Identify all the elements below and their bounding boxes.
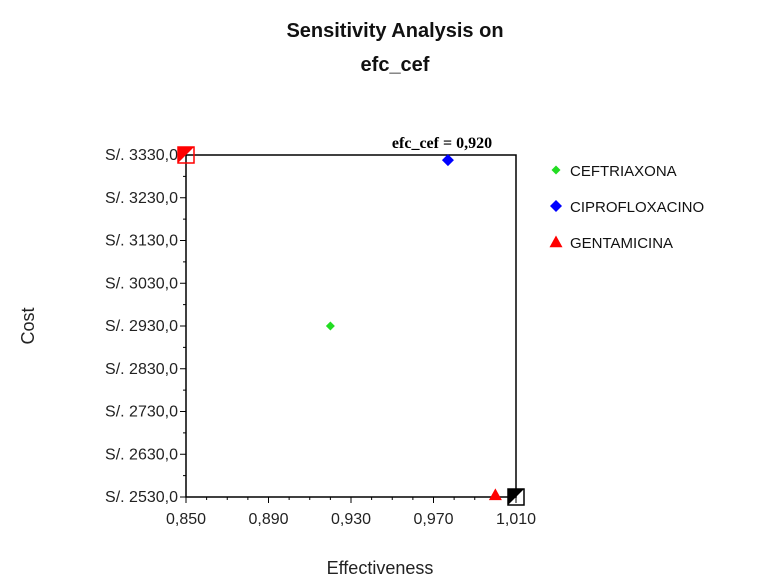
plot-frame <box>185 154 517 498</box>
y-axis-title: Cost <box>18 307 38 344</box>
legend-marker <box>549 235 563 248</box>
legend-marker <box>551 165 561 175</box>
y-tick-label: S/. 2630,0 <box>105 446 178 463</box>
corner-marker-fill <box>178 147 194 163</box>
data-point <box>325 321 335 331</box>
legend-marker <box>550 200 562 212</box>
x-tick-label: 0,970 <box>413 511 453 528</box>
y-tick-label: S/. 2730,0 <box>105 404 178 421</box>
x-tick-label: 0,850 <box>166 511 206 528</box>
y-tick-label: S/. 2930,0 <box>105 318 178 335</box>
y-tick-label: S/. 3030,0 <box>105 275 178 292</box>
corner-marker <box>507 488 525 506</box>
data-point <box>488 488 502 501</box>
y-tick-label: S/. 2530,0 <box>105 489 178 506</box>
chart-title: Sensitivity Analysis on <box>286 20 504 42</box>
y-tick-label: S/. 2830,0 <box>105 361 178 378</box>
legend-label: GENTAMICINA <box>570 235 673 252</box>
y-tick-label: S/. 3330,0 <box>105 147 178 164</box>
threshold-annotation: efc_cef = 0,920 <box>392 135 492 152</box>
x-tick-label: 0,890 <box>248 511 288 528</box>
corner-marker-fill <box>508 489 524 505</box>
chart-subtitle: efc_cef <box>360 54 430 76</box>
y-tick-label: S/. 3130,0 <box>105 233 178 250</box>
corner-marker <box>177 146 195 164</box>
x-tick-label: 0,930 <box>331 511 371 528</box>
y-tick-label: S/. 3230,0 <box>105 190 178 207</box>
x-tick-label: 1,010 <box>496 511 536 528</box>
legend-label: CEFTRIAXONA <box>570 163 677 180</box>
data-point <box>441 154 454 167</box>
x-axis-title: Effectiveness <box>327 558 434 578</box>
legend-label: CIPROFLOXACINO <box>570 199 704 216</box>
